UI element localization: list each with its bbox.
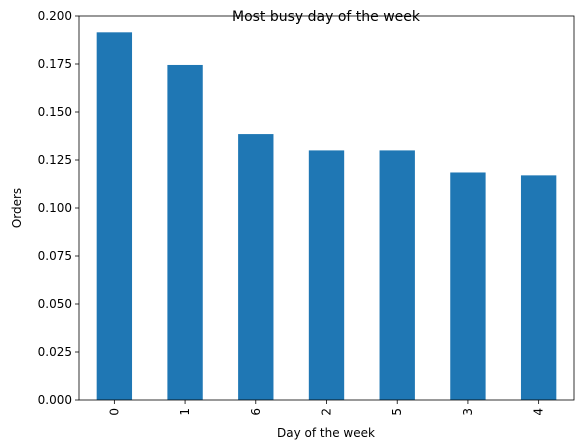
- bar-6: [238, 134, 274, 400]
- chart-title: Most busy day of the week: [232, 9, 421, 25]
- x-tick-label: 3: [461, 408, 475, 416]
- x-tick-label: 5: [390, 408, 404, 416]
- y-tick-label: 0.175: [38, 57, 72, 71]
- bar-5: [379, 150, 415, 400]
- y-axis: 0.000 0.025 0.050 0.075 0.100 0.125 0.150 0.175…: [38, 9, 79, 407]
- y-tick-label: 0.150: [38, 105, 72, 119]
- y-tick-label: 0.200: [38, 9, 72, 23]
- x-tick-label: 1: [178, 408, 192, 416]
- bar-2: [308, 150, 345, 400]
- x-axis-label: Day of the week: [277, 426, 375, 440]
- x-tick-label: 4: [532, 408, 546, 416]
- bar-4: [520, 175, 557, 400]
- y-tick-label: 0.100: [38, 201, 72, 215]
- y-tick-label: 0.125: [38, 153, 72, 167]
- x-axis: 0 1 6 2 5 3 4: [107, 400, 546, 416]
- bar-3: [450, 172, 486, 400]
- bar-0: [96, 32, 133, 400]
- y-tick-label: 0.050: [38, 297, 72, 311]
- x-tick-label: 6: [249, 408, 263, 416]
- y-axis-label: Orders: [10, 188, 24, 228]
- y-tick-label: 0.000: [38, 393, 72, 407]
- plot-area: [96, 32, 557, 401]
- x-tick-label: 2: [320, 408, 334, 416]
- y-tick-label: 0.025: [38, 345, 72, 359]
- y-tick-label: 0.075: [38, 249, 72, 263]
- bar-1: [167, 64, 203, 401]
- x-tick-label: 0: [107, 408, 121, 416]
